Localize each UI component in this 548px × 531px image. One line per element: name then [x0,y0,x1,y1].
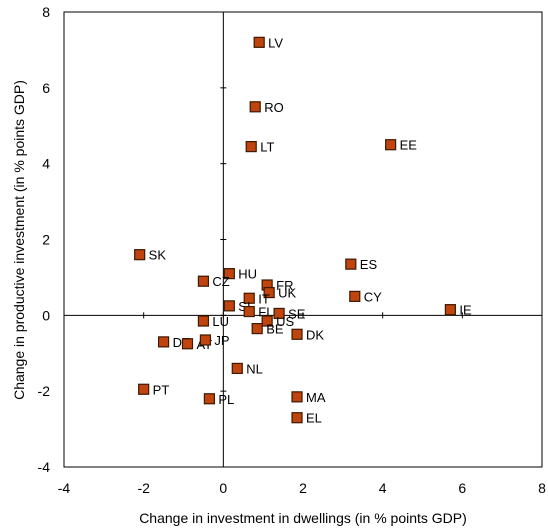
point-label-es: ES [360,257,378,272]
point-label-pl: PL [218,392,234,407]
point-label-uk: UK [278,286,296,301]
point-label-fi: FI [258,305,270,320]
point-marker-ie [444,304,456,316]
point-marker-sk [134,249,146,261]
point-label-ee: EE [400,138,418,153]
point-label-ie: IE [459,303,472,318]
point-label-sk: SK [149,248,167,263]
y-axis-title: Change in productive investment (in % po… [11,80,27,400]
point-marker-fi [243,305,255,318]
point-label-lv: LV [268,35,283,50]
y-tick-label: -4 [38,459,51,475]
y-tick-label: 4 [42,156,50,172]
point-marker-de [157,336,170,348]
point-marker-hu [223,268,235,280]
point-marker-uk [263,286,275,299]
x-tick-label: 4 [379,480,387,496]
y-tick-label: 0 [42,307,50,323]
y-tick-label: 6 [42,80,50,96]
point-label-cz: CZ [212,274,229,289]
point-marker-lv [253,36,265,48]
point-marker-es [345,258,357,270]
x-tick-label: 2 [299,480,307,496]
x-tick-label: 0 [219,480,227,496]
data-points: LVROLTEESKHUCZESFRUKCYITSIFISEIELUUSBEDK… [134,35,472,426]
point-label-se: SE [288,306,306,321]
point-marker-nl [231,362,243,375]
point-marker-ee [385,139,397,151]
point-label-be: BE [266,322,284,337]
x-tick-label: -2 [137,480,150,496]
point-label-jp: JP [214,333,229,348]
point-marker-cy [349,290,361,302]
y-tick-label: -2 [38,383,51,399]
point-marker-el [291,412,303,424]
point-label-nl: NL [246,361,263,376]
point-marker-pt [138,383,150,395]
x-axis-title: Change in investment in dwellings (in % … [139,510,467,526]
point-label-dk: DK [306,327,324,342]
point-marker-ro [249,101,261,113]
point-marker-us [261,315,273,327]
point-marker-lu [197,315,210,327]
point-marker-it [243,292,255,304]
plot-area [63,11,543,468]
point-label-lu: LU [212,314,229,329]
y-tick-label: 8 [42,4,50,20]
point-label-pt: PT [153,382,170,397]
point-label-hu: HU [238,267,257,282]
point-label-us: US [276,314,294,329]
point-label-ro: RO [264,100,284,115]
point-marker-at [181,338,194,350]
point-label-fr: FR [276,278,293,293]
point-marker-si [223,300,235,312]
point-label-el: EL [306,411,322,426]
point-marker-dk [291,328,303,340]
point-label-lt: LT [260,140,274,155]
point-label-ma: MA [306,390,326,405]
point-marker-be [251,323,263,335]
point-label-it: IT [258,291,270,306]
x-tick-label: 8 [538,480,546,496]
tick-labels: -4 -2 0 2 4 6 8 -4 -2 0 2 4 6 8 [38,4,547,496]
point-label-cy: CY [364,289,382,304]
point-marker-jp [199,334,212,346]
x-tick-label: -4 [58,480,71,496]
point-marker-ma [291,391,303,403]
point-marker-cz [197,275,210,287]
point-marker-lt [245,141,257,153]
x-tick-label: 6 [458,480,466,496]
point-marker-pl [203,393,215,405]
point-marker-se [273,307,285,320]
y-tick-label: 2 [42,232,50,248]
